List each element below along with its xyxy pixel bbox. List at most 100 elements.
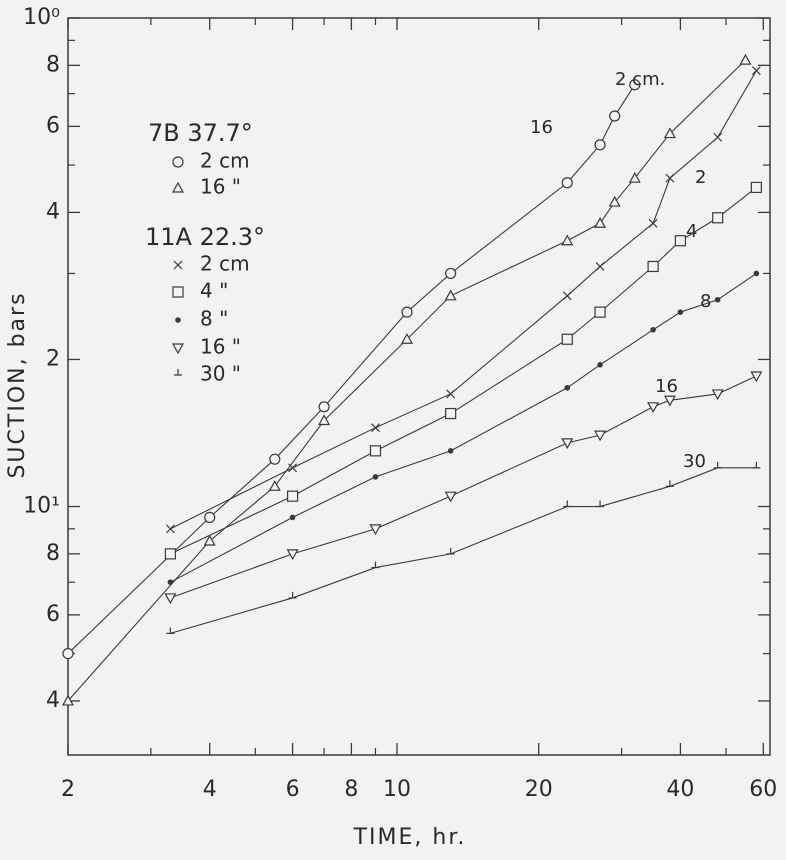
y-tick-label: 10⁰ — [23, 5, 60, 30]
x-tick-label: 20 — [525, 777, 553, 802]
marker-x — [173, 260, 183, 270]
marker-square — [594, 306, 606, 318]
marker-dot — [372, 474, 379, 480]
marker-dot — [650, 327, 656, 333]
curve-label: 8 — [700, 291, 711, 312]
x-tick-label: 10 — [383, 777, 411, 802]
marker-triangle — [561, 234, 574, 246]
x-tick-label: 40 — [666, 777, 694, 802]
marker-triangle-down — [561, 438, 574, 450]
marker-dot — [289, 514, 296, 521]
marker-triangle — [203, 534, 216, 546]
y-tick-label: 4 — [46, 688, 60, 713]
y-tick-label: 6 — [46, 113, 60, 138]
curve-label: 16 — [530, 117, 553, 138]
y-tick-label: 8 — [46, 541, 60, 566]
y-tick-label: 2 — [46, 346, 60, 371]
marker-x — [751, 66, 761, 76]
marker-square — [561, 333, 573, 345]
marker-square — [674, 235, 687, 247]
marker-circle — [172, 156, 184, 168]
marker-tick — [665, 480, 674, 487]
series-line — [170, 186, 757, 555]
marker-tick — [174, 369, 182, 376]
marker-triangle-down — [286, 549, 299, 561]
marker-circle — [401, 306, 413, 318]
marker-circle — [594, 139, 606, 151]
marker-tick — [713, 461, 722, 469]
marker-triangle — [268, 480, 281, 491]
marker-triangle-down — [647, 402, 660, 414]
marker-triangle — [663, 127, 676, 139]
marker-square — [286, 490, 299, 502]
marker-x — [562, 291, 572, 301]
marker-x — [371, 423, 380, 433]
marker-tick — [596, 500, 605, 508]
marker-tick — [752, 461, 761, 469]
marker-dot — [175, 317, 181, 323]
marker-x — [446, 389, 456, 399]
marker-dot — [564, 384, 571, 391]
marker-tick — [446, 547, 455, 555]
curve-label: 30 — [683, 451, 706, 472]
legend-label: 16 " — [200, 335, 241, 359]
legend-label: 16 " — [200, 175, 241, 199]
marker-circle — [445, 267, 457, 280]
y-tick-label: 10¹ — [23, 494, 60, 519]
curve-label: 2 — [695, 167, 706, 188]
legend-label: 2 cm — [200, 149, 250, 173]
marker-dot — [714, 296, 721, 303]
series-line — [67, 84, 636, 654]
marker-triangle-down — [711, 389, 724, 401]
marker-triangle — [594, 217, 607, 228]
x-tick-label: 60 — [749, 777, 777, 802]
marker-square — [750, 181, 762, 194]
legend-label: 30 " — [200, 362, 241, 386]
marker-square — [647, 260, 659, 273]
marker-circle — [269, 453, 281, 465]
y-tick-label: 6 — [46, 602, 60, 627]
marker-triangle-down — [594, 430, 607, 442]
curve-label: 4 — [686, 221, 697, 242]
marker-dot — [447, 448, 454, 454]
marker-circle — [561, 177, 573, 189]
curve-label: 2 cm. — [615, 69, 665, 90]
marker-x — [665, 173, 675, 183]
marker-dot — [677, 309, 684, 315]
marker-triangle-down — [369, 524, 382, 536]
x-tick-label: 2 — [61, 777, 75, 802]
marker-triangle — [171, 181, 185, 193]
marker-dot — [753, 270, 760, 277]
marker-x — [648, 218, 658, 228]
marker-triangle — [400, 333, 414, 344]
marker-square — [172, 286, 184, 298]
marker-triangle-down — [444, 491, 457, 503]
marker-x — [288, 463, 298, 473]
marker-square — [445, 407, 457, 420]
marker-x — [595, 262, 605, 271]
series-line — [170, 70, 757, 530]
marker-circle — [609, 110, 621, 122]
x-tick-label: 6 — [286, 777, 300, 802]
series-line — [170, 272, 757, 583]
legend-label: 4 " — [200, 279, 228, 303]
marker-square — [369, 445, 382, 457]
marker-triangle-down — [750, 371, 763, 383]
curve-label: 16 — [655, 376, 678, 397]
marker-dot — [167, 579, 174, 585]
marker-triangle-down — [164, 593, 177, 605]
marker-triangle — [444, 289, 457, 301]
marker-tick — [371, 561, 380, 569]
legend-label: 2 cm — [200, 252, 250, 276]
x-tick-label: 8 — [344, 777, 358, 802]
marker-circle — [62, 647, 74, 660]
series-line — [170, 375, 757, 599]
legend-heading: 7B 37.7° — [148, 119, 253, 147]
y-axis-title: SUCTION, bars — [5, 291, 30, 478]
x-axis-title: TIME, hr. — [353, 825, 467, 850]
marker-x — [165, 524, 175, 534]
marker-circle — [204, 511, 216, 524]
marker-square — [164, 548, 176, 560]
legend-label: 8 " — [200, 307, 228, 331]
y-tick-label: 4 — [46, 199, 60, 224]
